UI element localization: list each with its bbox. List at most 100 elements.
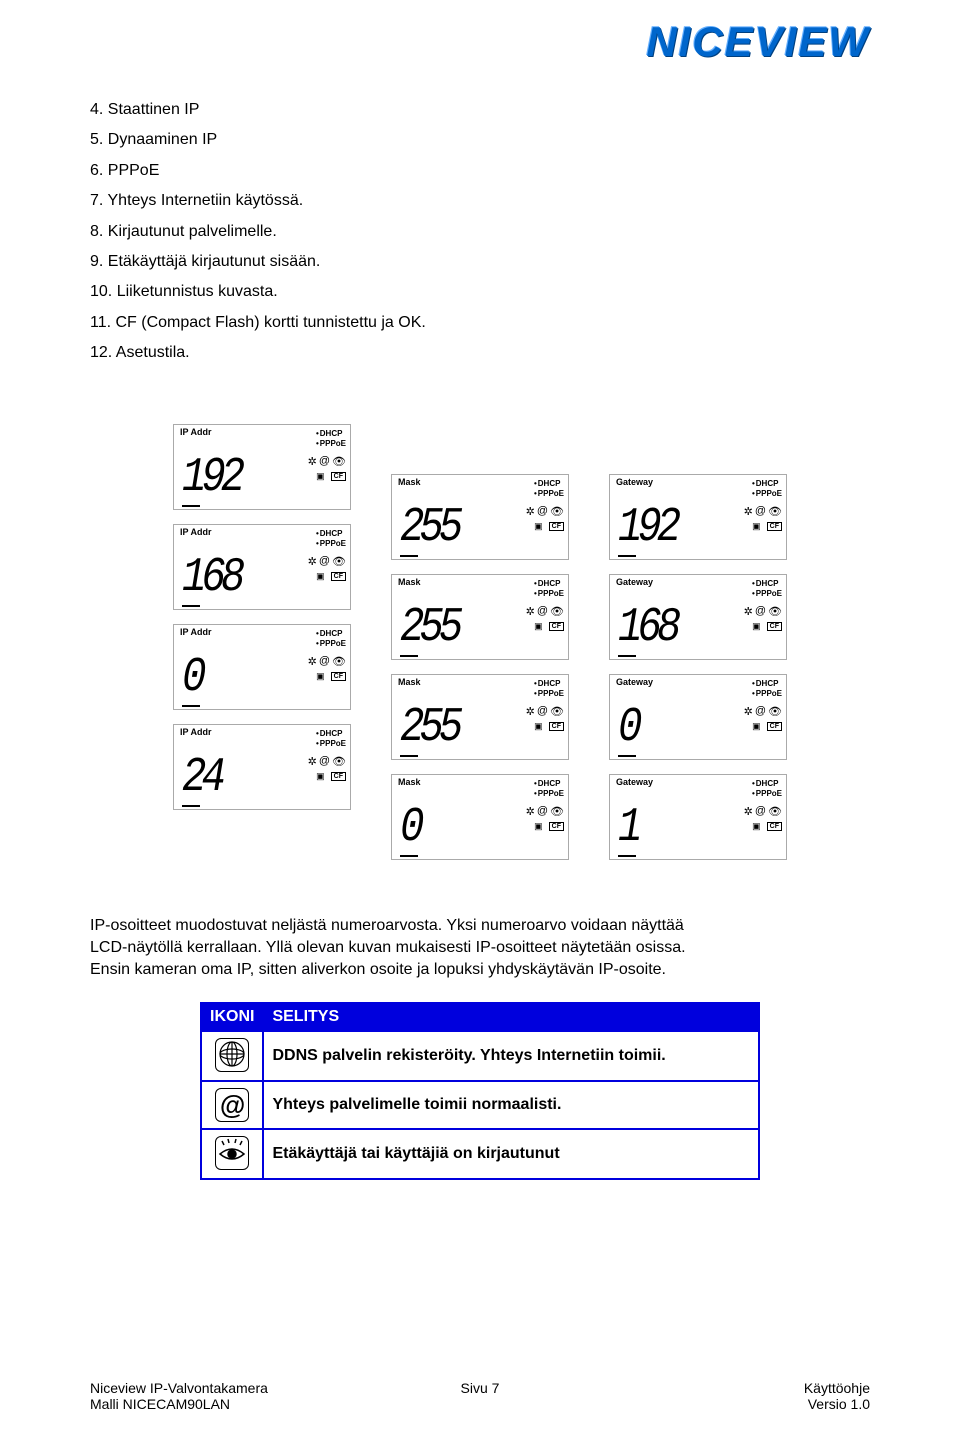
lcd-side-text: DHCPPPPoE: [752, 779, 782, 800]
eye-icon: 👁: [550, 805, 564, 818]
lcd-label: IP Addr: [180, 627, 212, 637]
table-row: Etäkäyttäjä tai käyttäjiä on kirjautunut: [201, 1129, 759, 1179]
table-row: @Yhteys palvelimelle toimii normaalisti.: [201, 1081, 759, 1129]
lcd-label: Mask: [398, 477, 421, 487]
lcd-column: Gateway192DHCPPPPoE✲@👁▣CFGateway168DHCPP…: [609, 474, 787, 860]
lcd-icon-row2: ▣CF: [752, 821, 782, 832]
description-line: LCD-näytöllä kerrallaan. Yllä olevan kuv…: [90, 937, 870, 959]
motion-icon: ▣: [316, 471, 325, 482]
web-icon: ✲: [308, 555, 317, 568]
footer-page: Sivu 7: [90, 1380, 870, 1396]
lcd-label: Gateway: [616, 477, 653, 487]
list-item: 8. Kirjautunut palvelimelle.: [90, 217, 870, 247]
footer-version: Versio 1.0: [804, 1396, 870, 1412]
at-icon: @: [537, 505, 548, 518]
web-icon: ✲: [744, 605, 753, 618]
footer-model: Malli NICECAM90LAN: [90, 1396, 268, 1412]
motion-icon: ▣: [316, 671, 325, 682]
web-icon: ✲: [744, 705, 753, 718]
motion-icon: ▣: [752, 721, 761, 732]
lcd-value: 168: [618, 601, 676, 655]
at-icon: @: [755, 705, 766, 718]
lcd-side-text: DHCPPPPoE: [316, 729, 346, 750]
cf-icon: CF: [331, 472, 346, 481]
eye-icon: 👁: [768, 705, 782, 718]
lcd-cell: IP Addr0DHCPPPPoE✲@👁▣CF: [173, 624, 351, 710]
at-icon: @: [755, 805, 766, 818]
cf-icon: CF: [331, 572, 346, 581]
web-icon: ✲: [526, 805, 535, 818]
eye-icon: 👁: [768, 805, 782, 818]
lcd-cell: Gateway0DHCPPPPoE✲@👁▣CF: [609, 674, 787, 760]
at-icon: @: [537, 805, 548, 818]
lcd-icon-row: ✲@👁: [526, 505, 564, 518]
lcd-value: 24: [182, 751, 221, 805]
lcd-cell: Mask255DHCPPPPoE✲@👁▣CF: [391, 674, 569, 760]
list-item: 12. Asetustila.: [90, 338, 870, 368]
lcd-label: IP Addr: [180, 427, 212, 437]
lcd-icon-row: ✲@👁: [526, 805, 564, 818]
lcd-icon-row2: ▣CF: [752, 521, 782, 532]
lcd-value: 255: [400, 601, 458, 655]
lcd-icon-row2: ▣CF: [534, 621, 564, 632]
lcd-icon-row: ✲@👁: [526, 705, 564, 718]
web-icon: ✲: [526, 605, 535, 618]
lcd-column: Mask255DHCPPPPoE✲@👁▣CFMask255DHCPPPPoE✲@…: [391, 474, 569, 860]
lcd-icon-row: ✲@👁: [308, 555, 346, 568]
eye-icon: 👁: [768, 505, 782, 518]
lcd-cell: IP Addr168DHCPPPPoE✲@👁▣CF: [173, 524, 351, 610]
lcd-diagram: IP Addr192DHCPPPPoE✲@👁▣CFIP Addr168DHCPP…: [90, 424, 870, 860]
lcd-cell: Mask255DHCPPPPoE✲@👁▣CF: [391, 474, 569, 560]
lcd-side-text: DHCPPPPoE: [316, 429, 346, 450]
list-item: 6. PPPoE: [90, 156, 870, 186]
motion-icon: ▣: [534, 721, 543, 732]
lcd-icon-row: ✲@👁: [744, 505, 782, 518]
lcd-value: 168: [182, 551, 240, 605]
lcd-side-text: DHCPPPPoE: [752, 679, 782, 700]
eye-icon: 👁: [550, 705, 564, 718]
web-icon: ✲: [526, 705, 535, 718]
cf-icon: CF: [767, 522, 782, 531]
web-icon: ✲: [744, 805, 753, 818]
lcd-icon-row: ✲@👁: [744, 805, 782, 818]
numbered-list: 4. Staattinen IP5. Dynaaminen IP6. PPPoE…: [90, 95, 870, 369]
lcd-icon-row2: ▣CF: [316, 571, 346, 582]
table-cell-desc: Etäkäyttäjä tai käyttäjiä on kirjautunut: [263, 1129, 759, 1179]
web-icon: ✲: [526, 505, 535, 518]
cf-icon: CF: [767, 822, 782, 831]
motion-icon: ▣: [752, 621, 761, 632]
at-icon: @: [319, 655, 330, 668]
page-footer: Niceview IP-Valvontakamera Malli NICECAM…: [90, 1380, 870, 1412]
lcd-label: Gateway: [616, 577, 653, 587]
lcd-label: Mask: [398, 677, 421, 687]
web-icon: ✲: [308, 755, 317, 768]
eye-icon: 👁: [768, 605, 782, 618]
eye-icon: 👁: [332, 555, 346, 568]
lcd-side-text: DHCPPPPoE: [534, 779, 564, 800]
lcd-label: IP Addr: [180, 527, 212, 537]
lcd-column: IP Addr192DHCPPPPoE✲@👁▣CFIP Addr168DHCPP…: [173, 424, 351, 860]
lcd-side-text: DHCPPPPoE: [534, 479, 564, 500]
eye-icon: 👁: [332, 455, 346, 468]
eye-icon: 👁: [332, 655, 346, 668]
lcd-cell: Gateway192DHCPPPPoE✲@👁▣CF: [609, 474, 787, 560]
cf-icon: CF: [767, 722, 782, 731]
motion-icon: ▣: [534, 621, 543, 632]
cf-icon: CF: [331, 672, 346, 681]
lcd-icon-row2: ▣ CF: [316, 471, 346, 482]
lcd-value: 192: [182, 451, 240, 505]
lcd-icon-row2: ▣ CF: [316, 671, 346, 682]
lcd-side-text: DHCPPPPoE: [752, 579, 782, 600]
lcd-value: 192: [618, 501, 676, 555]
at-icon: @: [537, 705, 548, 718]
web-icon: ✲: [308, 655, 317, 668]
lcd-label: IP Addr: [180, 727, 212, 737]
at-icon: @: [537, 605, 548, 618]
at-icon: @: [319, 455, 330, 468]
eye-icon: [215, 1136, 249, 1170]
at-icon: @: [319, 555, 330, 568]
lcd-label: Mask: [398, 777, 421, 787]
table-header-icon: IKONI: [201, 1003, 263, 1031]
web-icon: ✲: [308, 455, 317, 468]
description-line: Ensin kameran oma IP, sitten aliverkon o…: [90, 959, 870, 981]
